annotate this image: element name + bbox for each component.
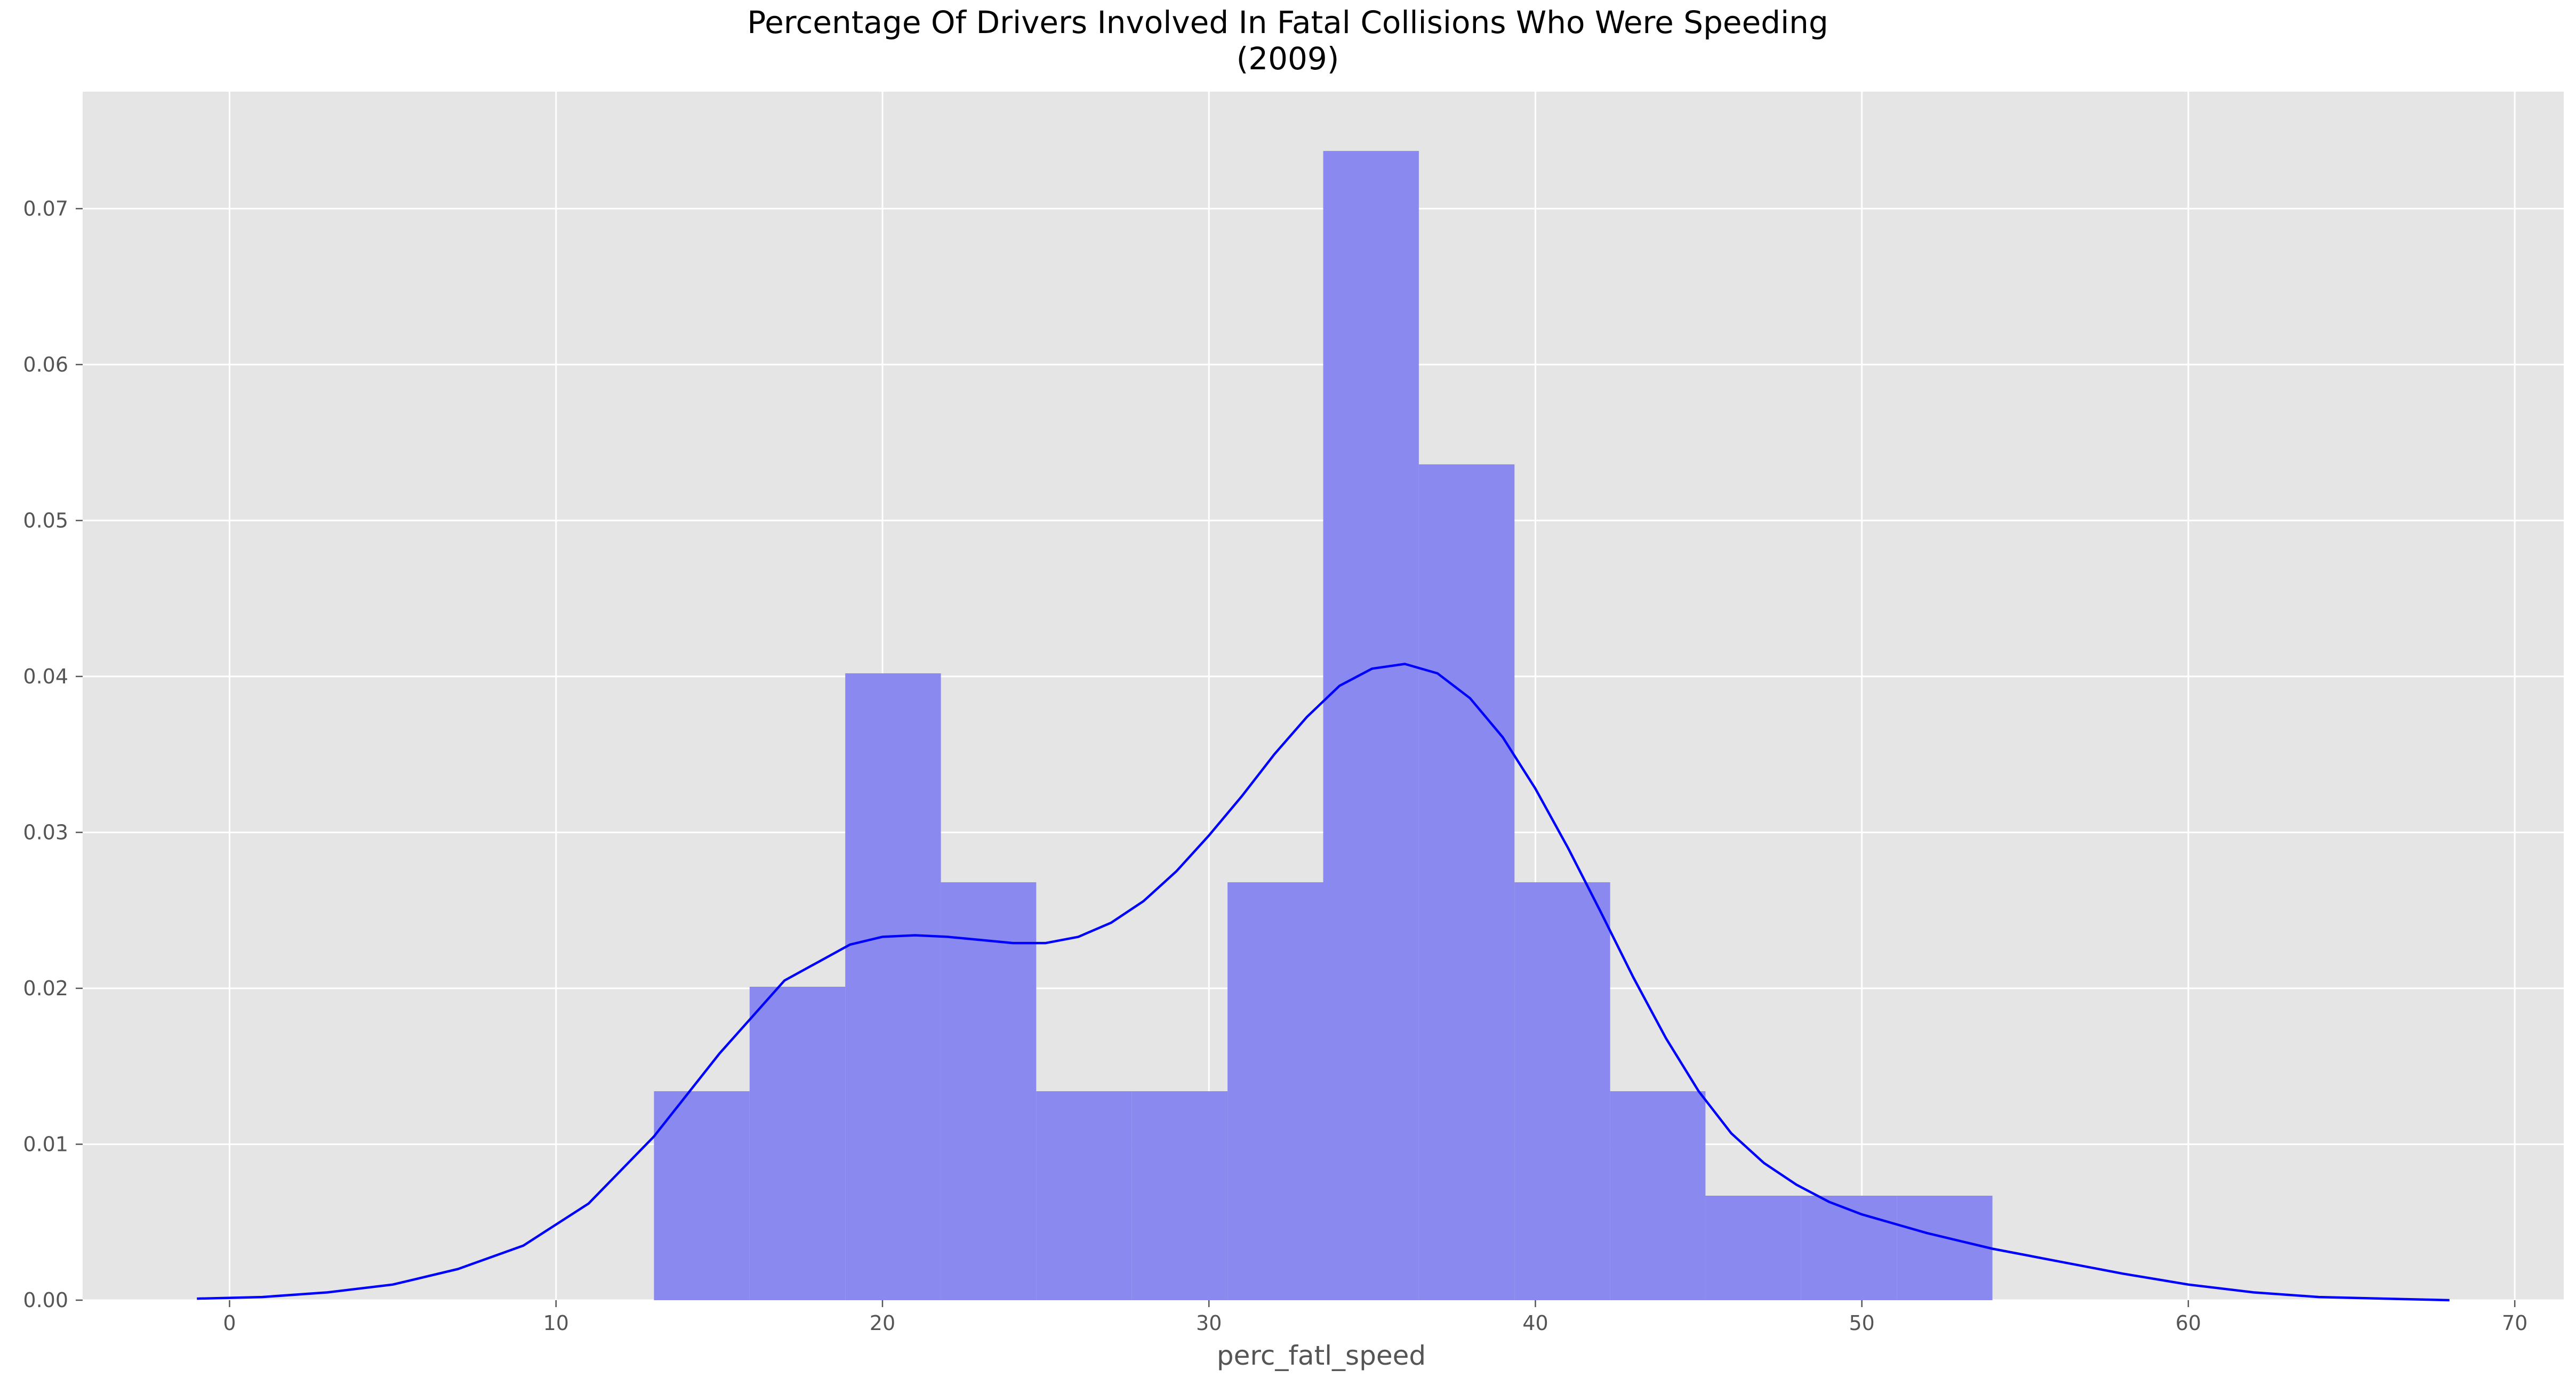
y-tick-label: 0.01 xyxy=(23,1132,68,1156)
x-tick-label: 10 xyxy=(543,1311,569,1335)
histogram-bar xyxy=(845,673,941,1300)
chart-subtitle: (2009) xyxy=(1237,41,1339,77)
x-tick-label: 40 xyxy=(1522,1311,1548,1335)
histogram-bar xyxy=(749,987,846,1300)
histogram-bars xyxy=(654,151,1993,1300)
histogram-bar xyxy=(1801,1196,1897,1300)
histogram-bar xyxy=(1036,1091,1132,1300)
histogram-bar xyxy=(654,1091,750,1300)
chart-title: Percentage Of Drivers Involved In Fatal … xyxy=(747,4,1828,41)
histogram-bar xyxy=(1705,1196,1801,1300)
x-tick-label: 60 xyxy=(2176,1311,2201,1335)
kde-curve xyxy=(197,663,2450,1302)
y-tick-label: 0.07 xyxy=(23,197,68,220)
x-tick-label: 0 xyxy=(223,1311,236,1335)
histogram-bar xyxy=(1514,882,1610,1300)
x-axis-ticks: 0 10 20 30 40 50 60 70 xyxy=(223,1300,2527,1335)
y-tick-label: 0.00 xyxy=(23,1288,68,1312)
x-tick-label: 70 xyxy=(2502,1311,2527,1335)
y-tick-label: 0.05 xyxy=(23,509,68,532)
histogram-bar xyxy=(941,882,1037,1300)
x-tick-label: 20 xyxy=(870,1311,895,1335)
y-tick-label: 0.06 xyxy=(23,353,68,376)
histogram-bar xyxy=(1323,151,1419,1300)
x-axis-label: perc_fatl_speed xyxy=(1217,1340,1426,1371)
y-axis-ticks: 0.00 0.01 0.02 0.03 0.04 0.05 0.06 0.07 xyxy=(23,197,83,1312)
y-tick-label: 0.04 xyxy=(23,665,68,688)
y-tick-label: 0.02 xyxy=(23,977,68,1000)
y-tick-label: 0.03 xyxy=(23,820,68,844)
x-tick-label: 50 xyxy=(1849,1311,1875,1335)
kde-curve-group xyxy=(197,663,2450,1302)
histogram-bar xyxy=(1897,1196,1993,1300)
histogram-bar xyxy=(1131,1091,1228,1300)
x-tick-label: 30 xyxy=(1196,1311,1222,1335)
histogram-bar xyxy=(1227,882,1323,1300)
histogram-bar xyxy=(1610,1091,1706,1300)
histogram-bar xyxy=(1418,464,1515,1300)
